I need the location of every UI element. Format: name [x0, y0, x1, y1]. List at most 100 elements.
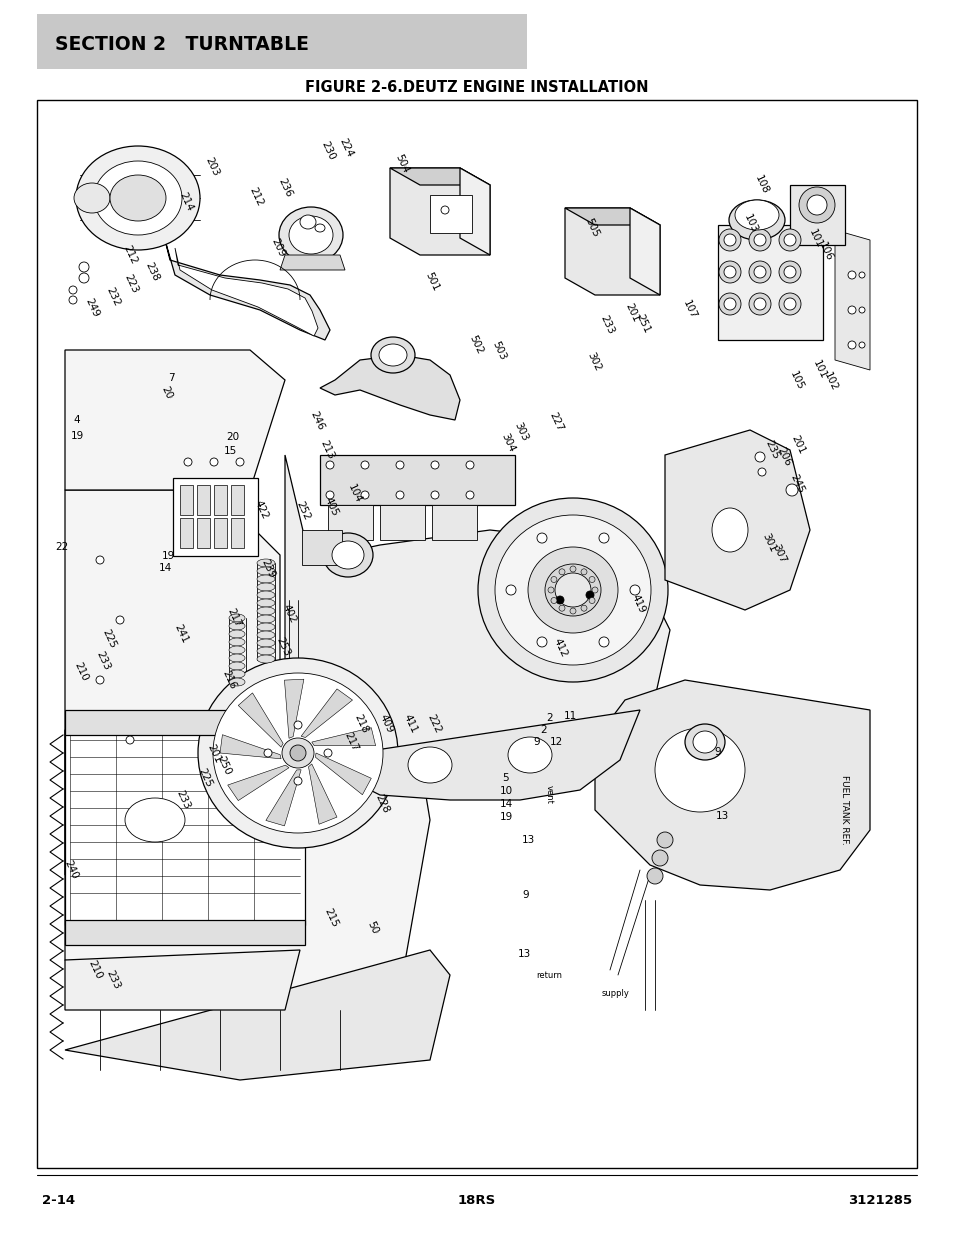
- Ellipse shape: [847, 270, 855, 279]
- Ellipse shape: [323, 534, 373, 577]
- Text: 250: 250: [215, 755, 233, 777]
- Text: 20: 20: [226, 432, 239, 442]
- Text: 223: 223: [122, 273, 139, 295]
- Ellipse shape: [569, 608, 576, 614]
- Ellipse shape: [229, 678, 245, 685]
- Ellipse shape: [314, 224, 325, 232]
- Ellipse shape: [847, 341, 855, 350]
- Ellipse shape: [753, 266, 765, 278]
- Text: 215: 215: [322, 906, 339, 929]
- Ellipse shape: [294, 721, 302, 729]
- Text: 101: 101: [810, 359, 828, 382]
- Text: 232: 232: [104, 285, 122, 308]
- Text: SECTION 2   TURNTABLE: SECTION 2 TURNTABLE: [55, 36, 309, 54]
- Ellipse shape: [505, 585, 516, 595]
- Ellipse shape: [544, 564, 600, 616]
- Ellipse shape: [332, 541, 364, 569]
- Text: 210: 210: [72, 661, 90, 683]
- Polygon shape: [390, 168, 490, 254]
- Text: 225: 225: [100, 627, 117, 650]
- Text: 217: 217: [225, 606, 242, 629]
- Text: vent: vent: [544, 784, 553, 804]
- Ellipse shape: [94, 161, 182, 235]
- Text: 5: 5: [502, 773, 509, 783]
- Ellipse shape: [126, 736, 133, 743]
- Text: 7: 7: [168, 373, 174, 383]
- Ellipse shape: [806, 195, 826, 215]
- Bar: [328, 505, 373, 540]
- Ellipse shape: [229, 622, 245, 630]
- Ellipse shape: [537, 637, 546, 647]
- Ellipse shape: [282, 739, 314, 768]
- Ellipse shape: [294, 777, 302, 785]
- Text: 233: 233: [174, 789, 192, 811]
- Ellipse shape: [256, 622, 274, 631]
- Ellipse shape: [651, 850, 667, 866]
- Ellipse shape: [79, 273, 89, 283]
- Text: 251: 251: [634, 312, 651, 335]
- Bar: [231, 485, 244, 515]
- Polygon shape: [595, 680, 869, 890]
- Text: 230: 230: [319, 140, 336, 162]
- Text: 4: 4: [73, 415, 80, 425]
- Ellipse shape: [79, 262, 89, 272]
- Ellipse shape: [110, 175, 166, 221]
- Text: 504: 504: [393, 153, 411, 175]
- Polygon shape: [238, 693, 283, 747]
- Ellipse shape: [723, 266, 735, 278]
- Bar: [65, 710, 305, 735]
- Ellipse shape: [395, 461, 403, 469]
- Polygon shape: [315, 753, 371, 795]
- Ellipse shape: [96, 556, 104, 564]
- Ellipse shape: [256, 599, 274, 606]
- Bar: [37, 100, 916, 1168]
- Text: 50: 50: [365, 920, 380, 936]
- Text: 201: 201: [205, 743, 222, 764]
- Ellipse shape: [785, 484, 797, 496]
- Ellipse shape: [723, 233, 735, 246]
- Polygon shape: [65, 490, 280, 876]
- Polygon shape: [834, 230, 869, 370]
- Text: 233: 233: [94, 650, 112, 672]
- Ellipse shape: [753, 233, 765, 246]
- Text: 502: 502: [467, 333, 484, 356]
- Text: 14: 14: [158, 563, 172, 573]
- Text: 304: 304: [498, 432, 517, 454]
- Ellipse shape: [657, 832, 672, 848]
- Text: 402: 402: [280, 603, 297, 625]
- Polygon shape: [266, 769, 301, 826]
- Ellipse shape: [256, 638, 274, 647]
- Ellipse shape: [264, 748, 272, 757]
- Ellipse shape: [465, 461, 474, 469]
- Ellipse shape: [96, 676, 104, 684]
- Ellipse shape: [371, 337, 415, 373]
- Text: supply: supply: [601, 988, 629, 998]
- Text: FIGURE 2-6.DEUTZ ENGINE INSTALLATION: FIGURE 2-6.DEUTZ ENGINE INSTALLATION: [305, 80, 648, 95]
- Text: 419: 419: [629, 593, 646, 615]
- Ellipse shape: [711, 508, 747, 552]
- Text: 240: 240: [62, 858, 80, 881]
- Ellipse shape: [592, 587, 598, 593]
- Ellipse shape: [646, 868, 662, 884]
- Bar: [718, 225, 822, 340]
- Ellipse shape: [598, 637, 608, 647]
- Bar: [172, 478, 257, 556]
- Ellipse shape: [692, 731, 717, 753]
- Ellipse shape: [779, 293, 801, 315]
- Ellipse shape: [116, 616, 124, 624]
- Text: 503: 503: [490, 340, 507, 362]
- Text: 19: 19: [161, 551, 174, 561]
- Text: 225: 225: [196, 767, 213, 789]
- Ellipse shape: [210, 458, 218, 466]
- Ellipse shape: [783, 266, 795, 278]
- Ellipse shape: [256, 655, 274, 663]
- Text: 253: 253: [274, 636, 292, 658]
- Text: 102: 102: [821, 370, 839, 393]
- Ellipse shape: [551, 577, 557, 583]
- Ellipse shape: [229, 638, 245, 646]
- Ellipse shape: [69, 296, 77, 304]
- Ellipse shape: [558, 605, 564, 611]
- Polygon shape: [319, 354, 459, 420]
- Text: 13: 13: [521, 835, 534, 845]
- Ellipse shape: [229, 630, 245, 638]
